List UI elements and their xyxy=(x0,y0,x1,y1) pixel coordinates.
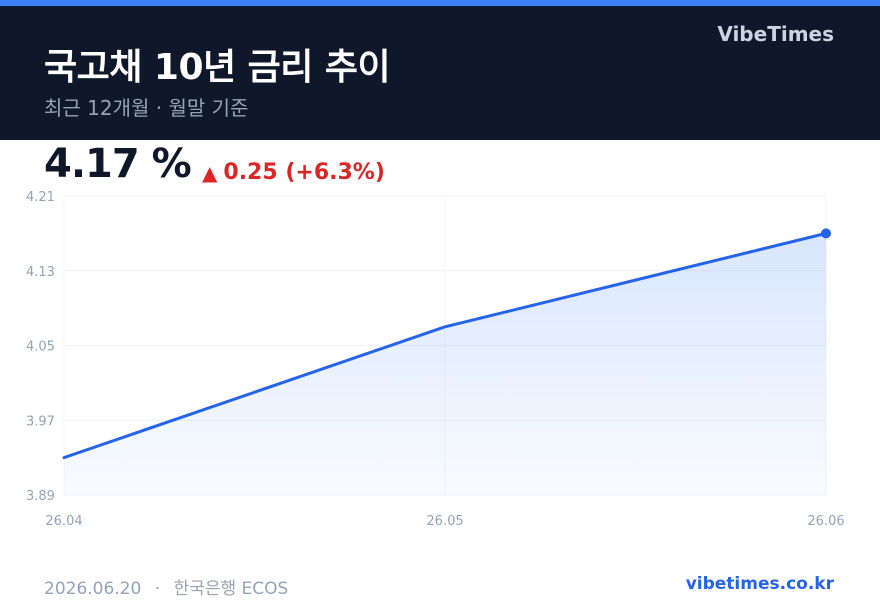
x-tick-label: 26.04 xyxy=(45,514,82,529)
brand-logo: VibeTimes xyxy=(717,22,834,46)
line-chart: 4.21 4.13 4.05 3.97 3.89 26.04 26.05 26.06 xyxy=(26,190,845,529)
footer-separator: · xyxy=(154,579,161,599)
page-subtitle: 최근 12개월 · 월말 기준 xyxy=(44,96,249,120)
footer-meta: 2026.06.20 · 한국은행 ECOS xyxy=(44,574,288,599)
footer-date: 2026.06.20 xyxy=(44,579,142,599)
change-indicator: ▲ 0.25 (+6.3%) xyxy=(202,160,385,185)
y-tick-label: 4.13 xyxy=(26,265,55,280)
header: 국고채 10년 금리 추이 최근 12개월 · 월말 기준 VibeTimes xyxy=(0,6,880,140)
page-title: 국고채 10년 금리 추이 xyxy=(44,47,391,88)
footer-source: 한국은행 ECOS xyxy=(173,579,289,599)
x-tick-label: 26.06 xyxy=(807,514,844,529)
y-tick-label: 4.05 xyxy=(26,340,55,355)
series-area xyxy=(64,233,826,495)
series-line xyxy=(62,231,828,460)
y-tick-label: 3.97 xyxy=(26,414,55,429)
change-value: 0.25 (+6.3%) xyxy=(223,160,385,185)
current-value: 4.17 % xyxy=(44,141,192,187)
y-tick-label: 4.21 xyxy=(26,190,55,205)
x-tick-label: 26.05 xyxy=(426,514,463,529)
y-tick-label: 3.89 xyxy=(26,489,55,504)
footer-site-link[interactable]: vibetimes.co.kr xyxy=(685,574,834,594)
triangle-up-icon: ▲ xyxy=(202,160,218,185)
last-data-point xyxy=(821,228,831,239)
accent-bar xyxy=(0,0,880,6)
